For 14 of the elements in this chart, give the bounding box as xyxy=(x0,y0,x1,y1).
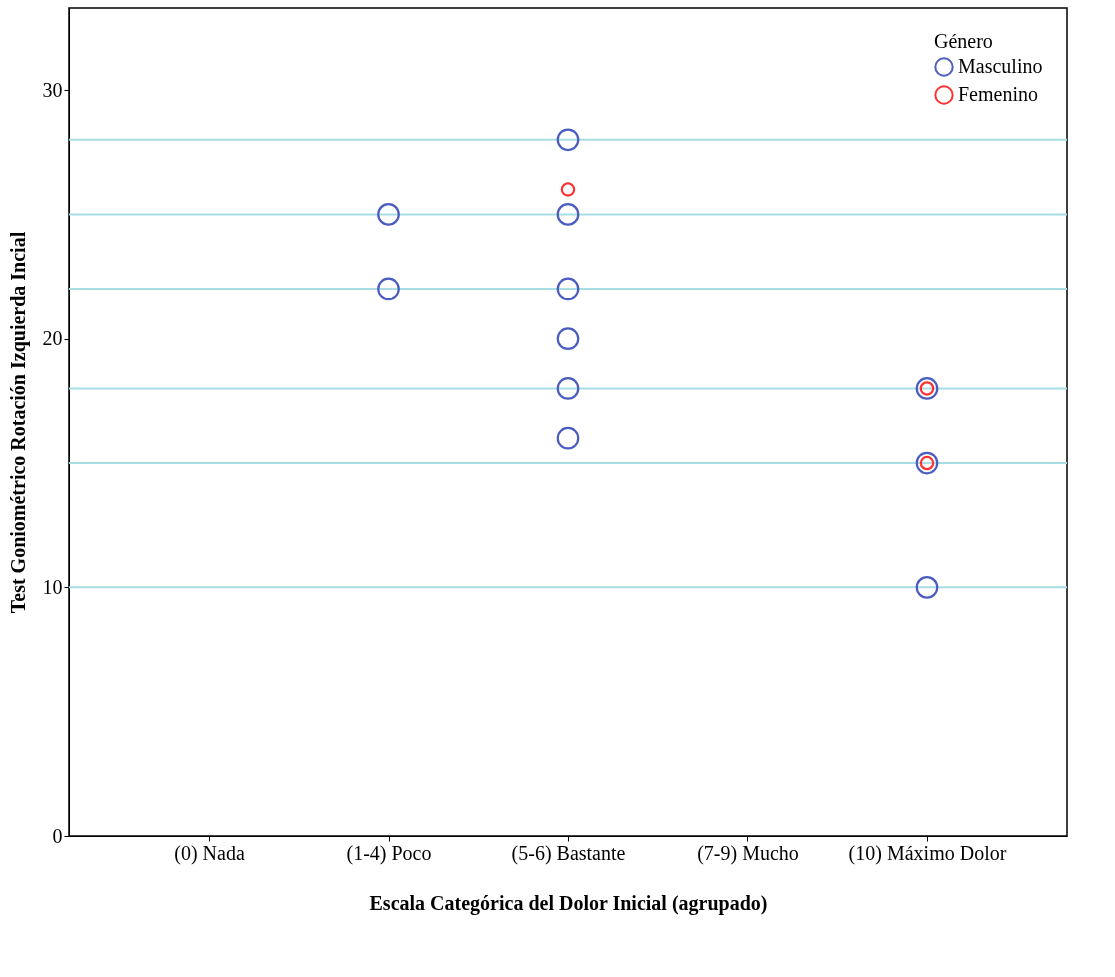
x-tick-label: (5-6) Bastante xyxy=(511,841,626,865)
y-tick-label: 10 xyxy=(42,575,63,598)
y-tick-label: 30 xyxy=(42,78,63,101)
y-tick-label: 20 xyxy=(42,327,63,350)
y-tick-label: 0 xyxy=(52,824,63,847)
x-tick-label: (7-9) Mucho xyxy=(697,841,799,865)
x-axis-title: Escala Categórica del Dolor Inicial (agrupado) xyxy=(369,891,768,915)
x-tick-label: (1-4) Poco xyxy=(346,841,432,865)
x-tick-label: (10) Máximo Dolor xyxy=(848,841,1007,865)
legend-label: Femenino xyxy=(958,83,1038,105)
legend-label: Masculino xyxy=(958,55,1043,77)
y-axis-title: Test Goniométrico Rotación Izquierda Incial xyxy=(6,231,30,614)
legend-title: Género xyxy=(934,30,993,52)
x-tick-label: (0) Nada xyxy=(174,841,245,865)
